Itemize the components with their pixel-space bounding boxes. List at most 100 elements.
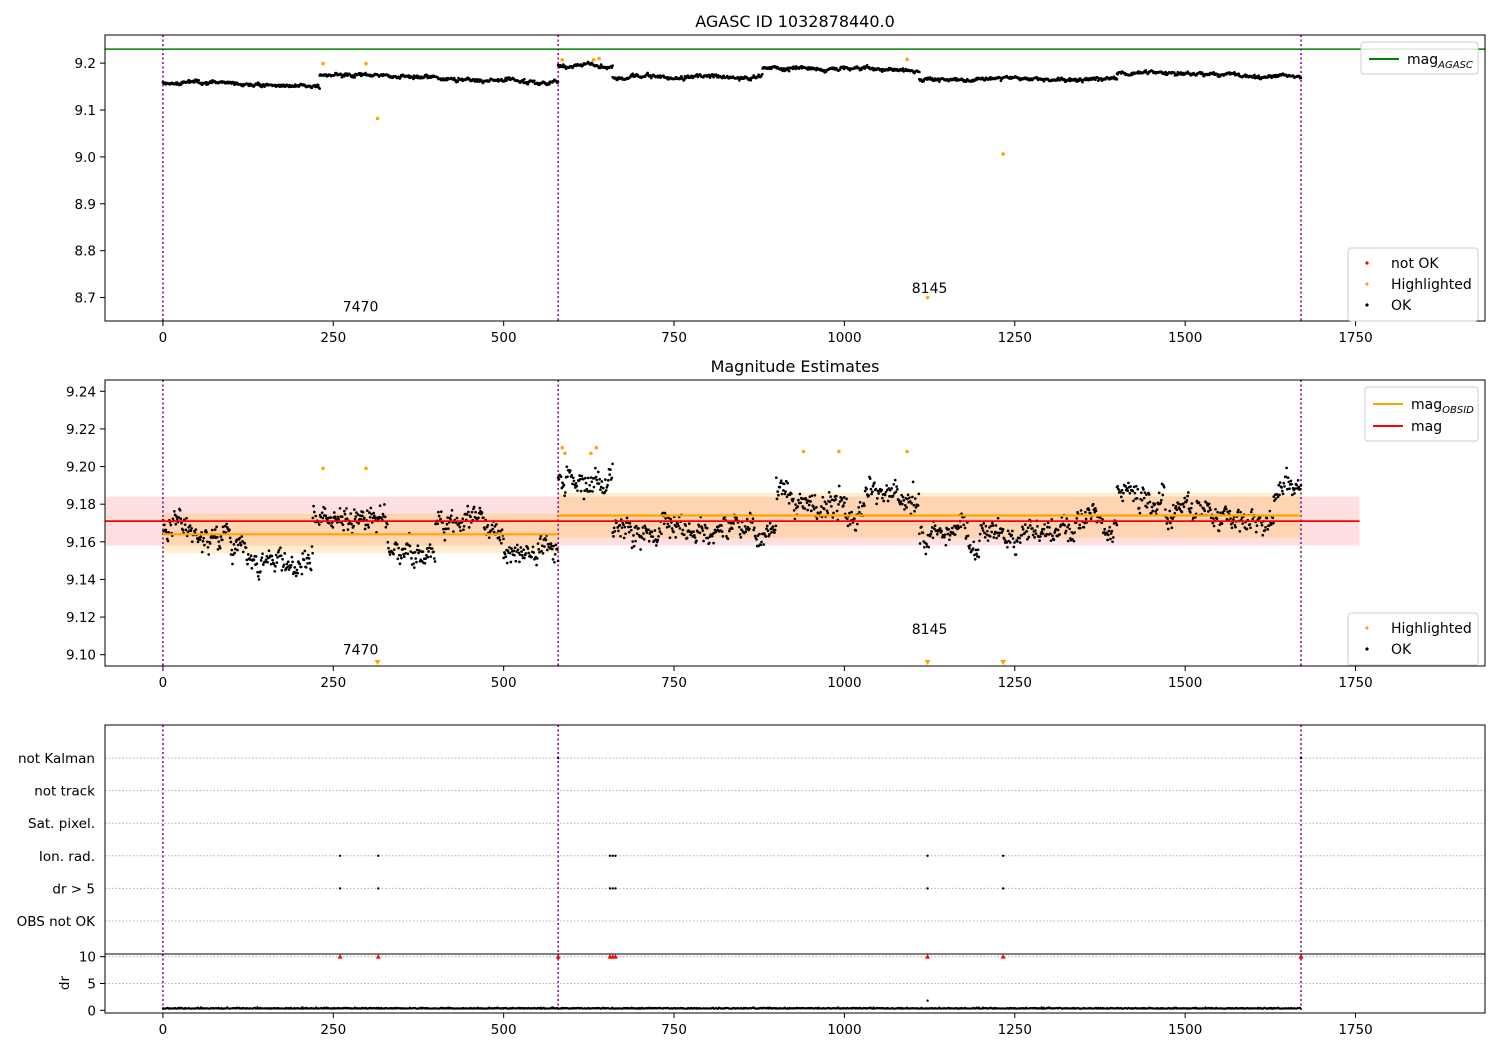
ok-point	[303, 549, 307, 553]
ok-point	[269, 562, 273, 566]
dr-point	[1299, 1007, 1302, 1010]
y-tick-label: 8.7	[75, 291, 96, 307]
x-tick-label: 250	[320, 330, 346, 346]
ok-point	[341, 523, 345, 527]
ok-point	[609, 468, 612, 471]
ok-point	[1280, 489, 1284, 493]
ok-point	[369, 506, 373, 510]
ok-point	[571, 482, 574, 486]
ok-point	[765, 524, 769, 528]
ok-point	[285, 562, 289, 566]
ok-point	[1197, 501, 1201, 504]
ok-point	[531, 545, 535, 549]
ok-point	[745, 517, 749, 521]
ok-point	[1201, 72, 1205, 76]
ok-point	[885, 484, 888, 487]
ok-point	[974, 548, 978, 552]
ok-point	[991, 524, 995, 527]
ok-point	[948, 534, 952, 537]
ok-point	[385, 522, 389, 526]
ok-point	[173, 510, 176, 513]
ok-point	[1048, 526, 1051, 529]
ok-point	[1272, 521, 1275, 525]
ok-point	[597, 482, 601, 485]
ok-point	[943, 535, 946, 539]
ok-point	[223, 524, 227, 528]
ok-point	[503, 552, 507, 556]
ok-point	[1205, 501, 1209, 505]
ok-point	[1120, 488, 1124, 492]
ok-point	[427, 546, 431, 550]
ok-point	[280, 569, 284, 572]
ok-point	[726, 537, 730, 541]
ok-point	[293, 566, 297, 569]
ok-point	[532, 551, 536, 554]
x-tick-label: 500	[491, 675, 517, 691]
legend-box	[1347, 612, 1479, 666]
ok-point	[329, 516, 333, 519]
ok-point	[1249, 510, 1253, 514]
ok-point	[654, 538, 657, 541]
ok-point	[1034, 532, 1038, 535]
ok-point	[782, 489, 785, 492]
ok-point	[594, 466, 597, 470]
ok-point	[1021, 525, 1024, 529]
ok-point	[692, 533, 696, 537]
ok-point	[1266, 527, 1270, 531]
ok-point	[1038, 539, 1041, 542]
ok-point	[829, 495, 832, 498]
ok-point	[812, 505, 815, 509]
ok-point	[469, 515, 472, 519]
ok-point	[815, 517, 819, 520]
ok-point	[944, 543, 948, 547]
ok-point	[929, 532, 933, 536]
ok-point	[898, 502, 902, 506]
x-tick-label: 1000	[827, 330, 861, 346]
legend-point-label: not OK	[1391, 256, 1439, 272]
ok-point	[563, 491, 567, 494]
ok-point	[685, 536, 689, 540]
ok-point	[332, 511, 336, 514]
ok-point	[647, 528, 650, 532]
ok-point	[1207, 502, 1211, 506]
ok-point	[845, 497, 848, 501]
ok-point	[655, 540, 659, 544]
ok-point	[1144, 493, 1148, 497]
ok-point	[797, 498, 800, 502]
ok-point	[291, 560, 294, 564]
ok-point	[1261, 533, 1265, 537]
ok-point	[1232, 518, 1235, 521]
ok-point	[603, 491, 607, 494]
ok-point	[1142, 488, 1145, 491]
ok-point	[583, 489, 587, 493]
ok-point	[165, 537, 169, 541]
ok-point	[1189, 511, 1192, 514]
ok-point	[682, 533, 686, 537]
ok-point	[244, 546, 248, 550]
ok-point	[300, 572, 304, 576]
ok-point	[973, 553, 976, 557]
ok-point	[1147, 493, 1151, 496]
ok-point	[625, 516, 629, 520]
ok-point	[1082, 525, 1086, 529]
ok-point	[218, 546, 222, 550]
ok-point	[646, 71, 650, 75]
x-tick-label: 500	[491, 1022, 517, 1038]
ok-point	[1170, 526, 1174, 530]
ok-point	[450, 508, 454, 512]
ok-point	[1073, 531, 1076, 534]
flag-point	[611, 854, 614, 857]
ok-point	[651, 535, 655, 539]
ok-point	[409, 550, 413, 553]
ok-point	[206, 545, 210, 549]
top-panel: AGASC ID 1032878440.0 0 250 500 750 1000 1250…	[75, 12, 1486, 346]
ok-point	[729, 521, 733, 525]
ok-point	[256, 570, 259, 574]
ok-point	[1173, 511, 1177, 515]
ok-point	[924, 552, 928, 556]
ok-point	[480, 511, 484, 514]
ok-point	[427, 550, 430, 553]
ok-point	[1297, 485, 1301, 489]
ok-point	[865, 487, 868, 491]
